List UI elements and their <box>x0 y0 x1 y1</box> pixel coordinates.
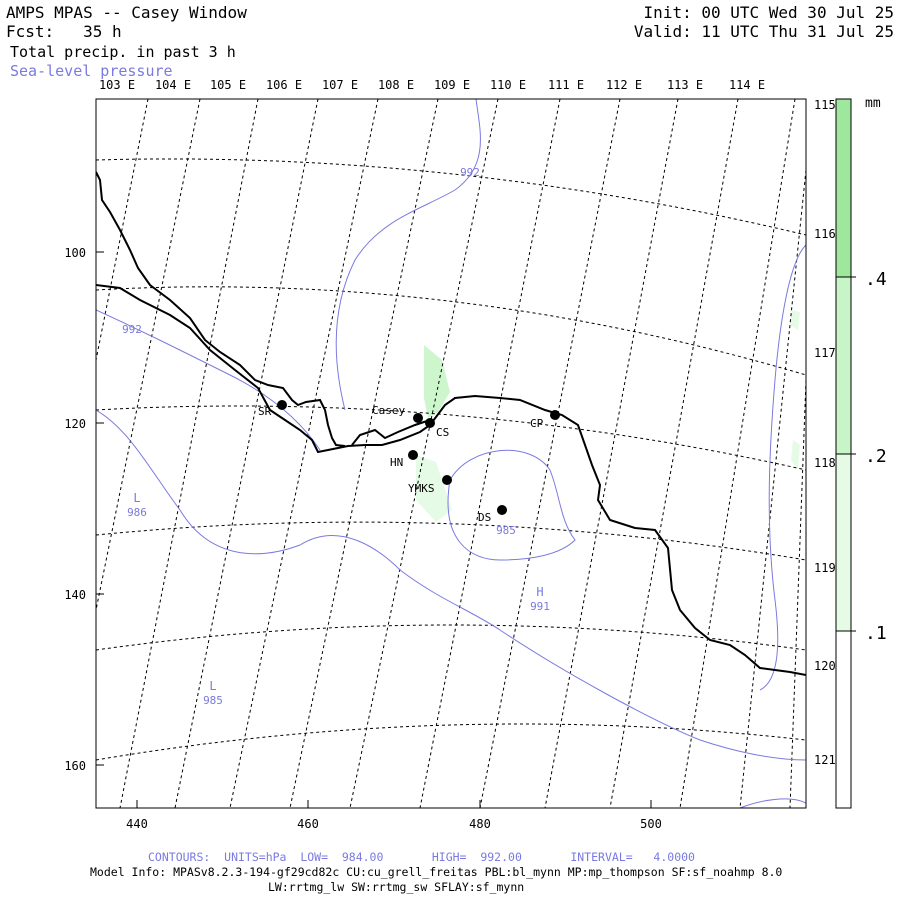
station-label: CP <box>530 417 544 430</box>
station-label: DS <box>478 511 491 524</box>
model-info-line2: LW:rrtmg_lw SW:rrtmg_sw SFLAY:sf_mynn <box>268 880 525 894</box>
colorbar-label: .4 <box>865 269 887 290</box>
lon-label: 110 E <box>490 78 526 92</box>
lon-label: 112 E <box>606 78 642 92</box>
colorbar-segment <box>836 631 851 808</box>
station-label: SR <box>258 405 272 418</box>
y-tick-label: 100 <box>64 246 86 260</box>
x-tick-label: 480 <box>469 817 491 831</box>
lon-label: 107 E <box>322 78 358 92</box>
station-label: YMKS <box>408 482 435 495</box>
station-marker <box>442 475 452 485</box>
overlay-name: Sea-level pressure <box>10 62 173 80</box>
x-tick-label: 440 <box>126 817 148 831</box>
lon-label: 103 E <box>99 78 135 92</box>
station-marker <box>413 413 423 423</box>
contour-extrema: L <box>133 491 140 505</box>
colorbar-label: .1 <box>865 623 887 644</box>
y-tick-labels: 100 120 140 160 <box>64 246 86 773</box>
contour-label: 991 <box>530 600 550 613</box>
colorbar-segment <box>836 277 851 454</box>
longitude-lines <box>96 99 806 808</box>
contour-info: CONTOURS: UNITS=hPa LOW= 984.00 HIGH= 99… <box>148 850 695 864</box>
pressure-contours <box>96 99 806 808</box>
lon-label: 105 E <box>210 78 246 92</box>
contour-label: 992 <box>122 323 142 336</box>
map-frame <box>95 98 807 809</box>
contour-label: 985 <box>203 694 223 707</box>
station-label: CS <box>436 426 449 439</box>
station-label: HN <box>390 456 403 469</box>
stations: SR Casey CS HN YMKS CP DS <box>258 400 560 524</box>
colorbar-segment <box>836 99 851 277</box>
precip-area <box>790 310 800 330</box>
station-marker <box>408 450 418 460</box>
field-name: Total precip. in past 3 h <box>10 43 236 61</box>
station-marker <box>550 410 560 420</box>
y-tick-label: 140 <box>64 588 86 602</box>
lon-label: 108 E <box>378 78 414 92</box>
coastline <box>96 171 806 676</box>
y-tick-label: 120 <box>64 417 86 431</box>
top-lon-labels: 103 E 104 E 105 E 106 E 107 E 108 E 109 … <box>99 78 765 92</box>
x-tick-labels: 440 460 480 500 <box>126 817 662 831</box>
precip-area <box>791 440 800 470</box>
station-marker <box>497 505 507 515</box>
station-label: Casey <box>372 404 405 417</box>
precip-area <box>416 455 452 522</box>
precip-area <box>424 345 450 418</box>
lon-label: 113 E <box>667 78 703 92</box>
contour-labels: 992 992 L 986 985 H 991 L 985 <box>122 166 550 707</box>
lon-label: 106 E <box>266 78 302 92</box>
map-title: AMPS MPAS -- Casey Window <box>6 3 247 22</box>
contour-extrema: L <box>209 679 216 693</box>
colorbar-label: .2 <box>865 446 887 467</box>
lon-label: 109 E <box>434 78 470 92</box>
init-time: Init: 00 UTC Wed 30 Jul 25 <box>643 3 894 22</box>
contour-label: 992 <box>460 166 480 179</box>
x-tick-label: 500 <box>640 817 662 831</box>
station-marker <box>277 400 287 410</box>
colorbar-segment <box>836 454 851 631</box>
lon-label: 114 E <box>729 78 765 92</box>
y-tick-label: 160 <box>64 759 86 773</box>
valid-time: Valid: 11 UTC Thu 31 Jul 25 <box>633 22 894 41</box>
contour-label: 986 <box>127 506 147 519</box>
colorbar: mm .4 .2 .1 <box>835 96 887 809</box>
x-tick-label: 460 <box>297 817 319 831</box>
contour-label: 985 <box>496 524 516 537</box>
x-ticks <box>136 800 652 808</box>
contour-extrema: H <box>536 585 543 599</box>
y-ticks <box>96 251 104 766</box>
model-info: Model Info: MPASv8.2.3-194-gf29cd82c CU:… <box>90 865 783 879</box>
station-marker <box>425 418 435 428</box>
lon-label: 111 E <box>548 78 584 92</box>
lon-label: 104 E <box>155 78 191 92</box>
colorbar-unit: mm <box>865 96 881 111</box>
forecast-hour: Fcst: 35 h <box>6 22 122 41</box>
